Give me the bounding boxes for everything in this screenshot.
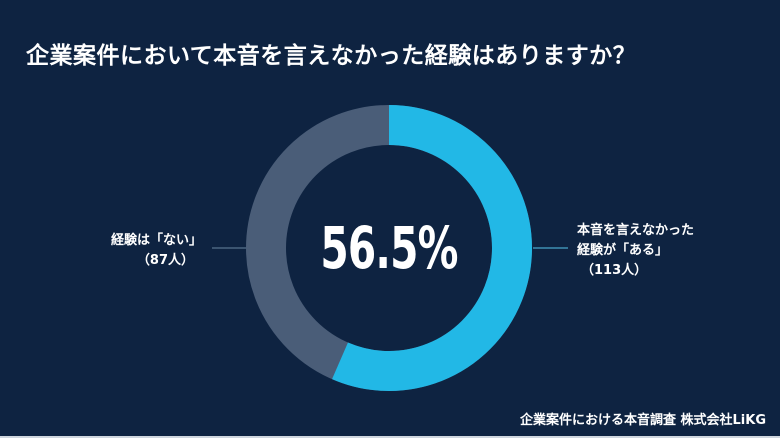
label-yes-text-2: 経験が「ある」 [577, 243, 669, 258]
label-no-text: 経験は「ない」 [110, 233, 202, 248]
bottom-edge [0, 436, 780, 438]
label-no-count: （87人） [136, 253, 194, 268]
center-percentage: 56.5% [320, 214, 458, 282]
label-yes-count: （113人） [581, 263, 648, 278]
label-no: 経験は「ない」 （87人） [111, 231, 202, 271]
label-yes-text-1: 本音を言えなかった [577, 223, 695, 238]
label-yes: 本音を言えなかった 経験が「ある」 （113人） [577, 221, 694, 281]
chart-title: 企業案件において本音を言えなかった経験はありますか？ [26, 43, 637, 69]
source-credit: 企業案件における本音調査 株式会社LiKG [519, 413, 766, 428]
donut-segment-yes [246, 105, 532, 391]
